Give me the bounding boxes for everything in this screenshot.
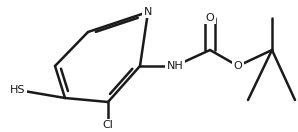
Text: HS: HS: [10, 85, 26, 95]
Text: N: N: [144, 7, 152, 17]
Text: Cl: Cl: [103, 120, 114, 130]
Text: N: N: [144, 7, 152, 17]
Text: Cl: Cl: [103, 120, 114, 130]
Text: O: O: [234, 61, 242, 71]
Text: O: O: [206, 13, 214, 23]
Text: HS: HS: [10, 85, 26, 95]
Text: O: O: [234, 61, 242, 71]
Text: O: O: [206, 13, 214, 23]
Text: NH: NH: [167, 61, 183, 71]
Text: NH: NH: [167, 61, 183, 71]
